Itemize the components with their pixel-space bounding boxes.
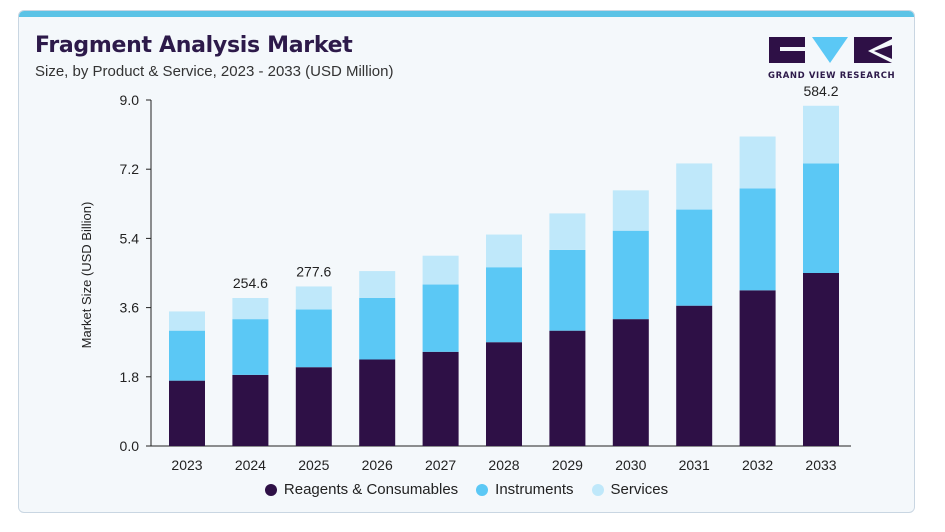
bar-services-2024 [232,297,269,320]
chart-card: Fragment Analysis Market Size, by Produc… [18,10,915,513]
bar-services-2030 [612,190,649,231]
bar-services-2023 [169,311,205,331]
bar-reagents-2025 [295,367,332,446]
bar-reagents-2027 [422,351,459,446]
bar-reagents-2028 [486,342,522,446]
bar-services-2027 [422,255,459,285]
legend-label-reagents: Reagents & Consumables [283,481,459,498]
x-tick-label: 2027 [425,457,456,473]
y-axis-title: Market Size (USD Billion) [79,202,94,349]
bar-services-2026 [359,271,396,298]
stacked-bar-chart: 0.0 1.8 3.6 5.4 7.2 9.0 Market Size (USD Billi… [79,83,851,473]
bar-reagents-2031 [676,305,713,446]
legend-swatch-services [591,483,604,496]
legend-item-instruments: Instruments [476,481,574,498]
bar-instruments-2023 [169,330,205,381]
x-tick-label: 2029 [552,457,583,473]
chart-subtitle: Size, by Product & Service, 2023 - 2033 … [35,63,394,80]
brand-logo-mark [769,37,892,63]
bar-instruments-2025 [295,309,332,368]
x-tick-label: 2032 [742,457,773,473]
bar-instruments-2032 [739,188,776,291]
brand-name: GRAND VIEW RESEARCH [768,71,896,81]
bar-instruments-2027 [422,284,459,352]
bar-instruments-2030 [612,230,649,320]
legend-item-reagents: Reagents & Consumables [264,481,459,498]
data-label-2024: 254.6 [233,275,268,291]
x-tick-label: 2033 [805,457,836,473]
legend-label-instruments: Instruments [495,481,574,498]
y-tick-label: 3.6 [120,300,140,316]
bar-reagents-2029 [549,330,586,446]
legend: Reagents & Consumables Instruments Servi… [19,481,914,498]
y-tick-label: 9.0 [120,92,140,108]
y-tick-label: 5.4 [120,230,140,246]
bar-instruments-2024 [232,319,269,375]
legend-item-services: Services [591,481,669,498]
x-tick-label: 2028 [488,457,519,473]
y-tick-label: 0.0 [120,438,140,454]
brand-logo: GRAND VIEW RESEARCH [768,35,896,83]
bar-instruments-2029 [549,249,586,331]
bar-services-2025 [295,286,332,310]
bar-instruments-2028 [486,267,522,343]
bar-reagents-2032 [739,290,776,446]
y-tick-label: 1.8 [120,369,140,385]
y-tick-label: 7.2 [120,161,140,177]
legend-swatch-instruments [476,483,489,496]
bar-services-2033 [803,105,839,164]
legend-swatch-reagents [264,483,277,496]
accent-bar [19,11,914,17]
bar-services-2032 [739,136,776,189]
x-tick-label: 2023 [171,457,202,473]
bar-instruments-2031 [676,209,713,306]
bar-instruments-2026 [359,297,396,360]
bar-instruments-2033 [803,163,839,273]
x-tick-label: 2024 [235,457,266,473]
x-tick-label: 2025 [298,457,329,473]
legend-label-services: Services [610,481,669,498]
bar-services-2029 [549,213,586,250]
bar-reagents-2033 [803,273,839,446]
bar-services-2031 [676,163,713,210]
bar-reagents-2026 [359,359,396,446]
bar-reagents-2024 [232,374,269,446]
chart-title: Fragment Analysis Market [35,33,353,58]
x-tick-label: 2030 [615,457,646,473]
bar-reagents-2030 [612,319,649,446]
data-label-2025: 277.6 [296,263,331,279]
bar-services-2028 [486,234,522,268]
x-tick-label: 2026 [362,457,393,473]
bar-reagents-2023 [169,380,205,446]
x-tick-label: 2031 [679,457,710,473]
data-label-2033: 584.2 [803,83,838,99]
